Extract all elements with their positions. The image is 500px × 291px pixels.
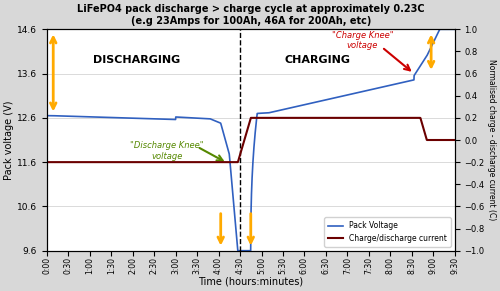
Text: CHARGING: CHARGING (284, 55, 350, 65)
Charge/discharge current (64, 160, 70, 164)
Text: DISCHARGING: DISCHARGING (94, 55, 180, 65)
Pack Voltage (452, 28, 458, 31)
Pack Voltage (64, 114, 70, 118)
Pack Voltage (365, 88, 371, 92)
Pack Voltage (440, 28, 446, 31)
Pack Voltage (235, 249, 241, 252)
Pack Voltage (242, 249, 248, 252)
Pack Voltage (232, 210, 237, 213)
Charge/discharge current (440, 138, 446, 142)
Charge/discharge current (242, 135, 248, 139)
Y-axis label: Pack voltage (V): Pack voltage (V) (4, 100, 14, 180)
Title: LiFePO4 pack discharge > charge cycle at approximately 0.23C
(e.g 23Amps for 100: LiFePO4 pack discharge > charge cycle at… (77, 4, 424, 26)
Charge/discharge current (452, 138, 458, 142)
Text: "Discharge Knee"
voltage: "Discharge Knee" voltage (130, 141, 204, 161)
Charge/discharge current (44, 160, 50, 164)
X-axis label: Time (hours:minutes): Time (hours:minutes) (198, 277, 304, 287)
Line: Charge/discharge current: Charge/discharge current (47, 118, 455, 162)
Y-axis label: Normalised charge - discharge current (C): Normalised charge - discharge current (C… (487, 59, 496, 221)
Charge/discharge current (232, 160, 237, 164)
Pack Voltage (440, 28, 446, 31)
Text: "Charge Knee"
voltage: "Charge Knee" voltage (332, 31, 393, 50)
Pack Voltage (437, 28, 443, 31)
Charge/discharge current (440, 138, 446, 142)
Legend: Pack Voltage, Charge/discharge current: Pack Voltage, Charge/discharge current (324, 217, 451, 247)
Pack Voltage (44, 114, 50, 117)
Charge/discharge current (248, 116, 254, 120)
Charge/discharge current (365, 116, 371, 120)
Line: Pack Voltage: Pack Voltage (47, 29, 455, 251)
